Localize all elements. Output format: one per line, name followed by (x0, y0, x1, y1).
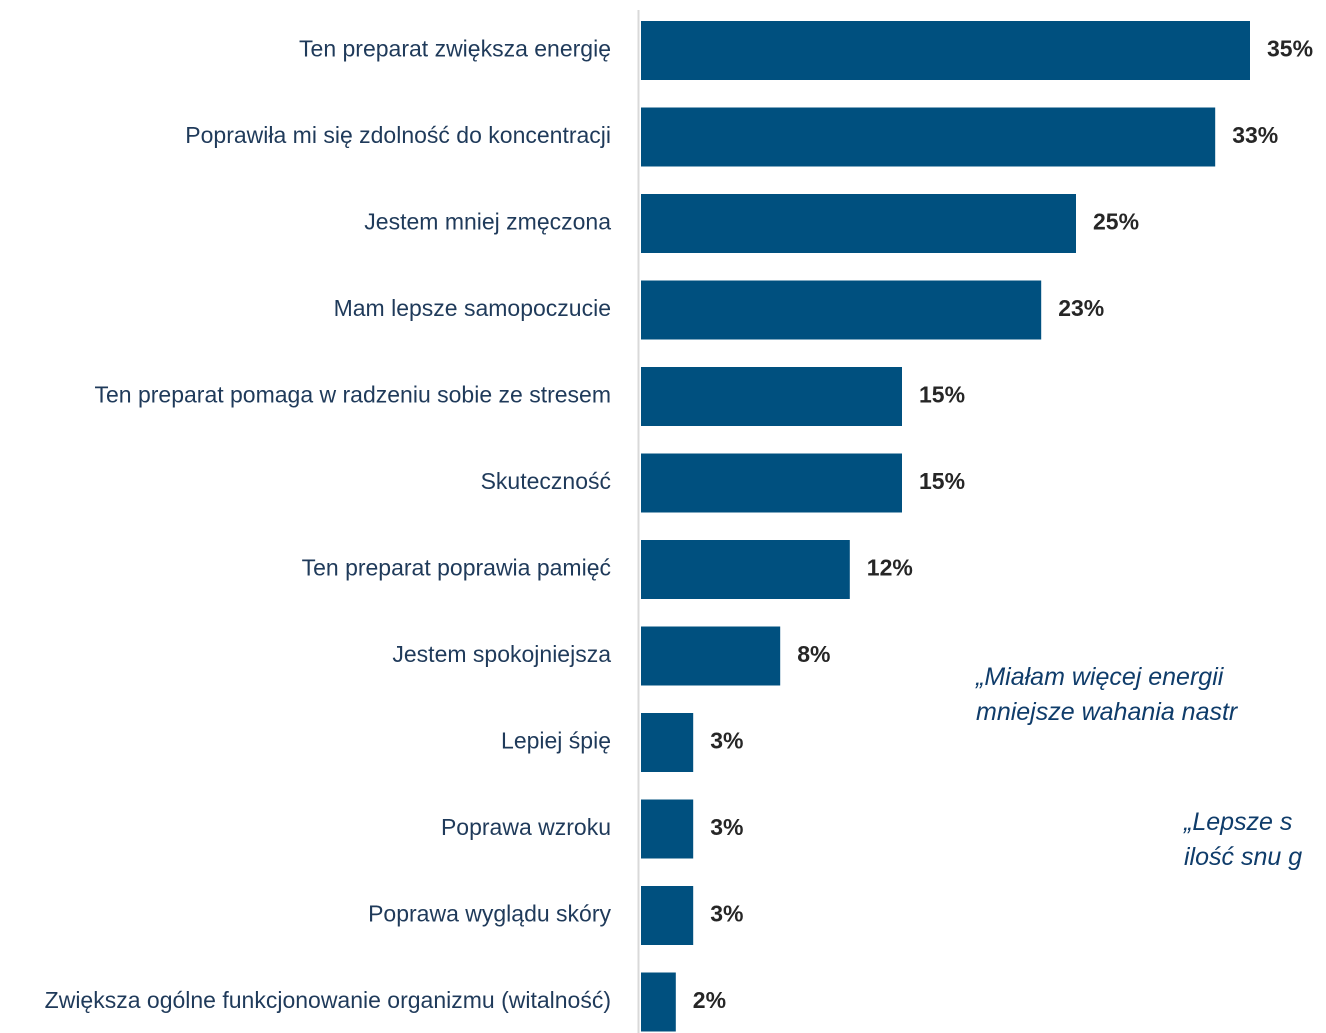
value-label: 12% (867, 555, 913, 581)
category-label: Zwiększa ogólne funkcjonowanie organizmu… (45, 987, 611, 1013)
bar (641, 453, 902, 513)
bar (641, 886, 694, 945)
category-label: Poprawa wyglądu skóry (368, 901, 611, 927)
quote-1-line-2: mniejsze wahania nastr (976, 698, 1238, 726)
category-label: Ten preparat zwiększa energię (299, 36, 611, 62)
value-label: 3% (710, 814, 743, 840)
bar (641, 21, 1250, 80)
value-label: 15% (919, 468, 965, 494)
bar (641, 972, 676, 1032)
bar (641, 280, 1042, 340)
bar (641, 626, 781, 686)
bar (641, 107, 1216, 167)
category-label: Poprawiła mi się zdolność do koncentracj… (185, 122, 611, 148)
quote-2-line-2: ilość snu g (1184, 843, 1303, 871)
category-label: Ten preparat pomaga w radzeniu sobie ze … (94, 382, 611, 408)
quote-2: „Lepsze s ilość snu g (1184, 805, 1302, 875)
value-label: 8% (797, 641, 830, 667)
value-label: 35% (1267, 36, 1313, 62)
bar (641, 799, 694, 859)
category-label: Jestem spokojniejsza (392, 641, 611, 667)
bar (641, 194, 1076, 253)
category-label: Ten preparat poprawia pamięć (302, 555, 611, 581)
category-label: Skuteczność (481, 468, 611, 494)
value-label: 3% (710, 728, 743, 754)
value-label: 25% (1093, 209, 1139, 235)
value-label: 15% (919, 382, 965, 408)
bar (641, 540, 850, 599)
category-label: Poprawa wzroku (441, 814, 611, 840)
quote-1: „Miałam więcej energii mniejsze wahania … (976, 660, 1237, 730)
bar (641, 367, 902, 426)
value-label: 2% (693, 987, 726, 1013)
value-label: 3% (710, 901, 743, 927)
value-label: 33% (1232, 122, 1278, 148)
value-label: 23% (1058, 295, 1104, 321)
quote-1-line-1: „Miałam więcej energii (976, 663, 1224, 691)
category-label: Mam lepsze samopoczucie (334, 295, 611, 321)
category-label: Lepiej śpię (501, 728, 611, 754)
bar (641, 713, 694, 772)
category-label: Jestem mniej zmęczona (364, 209, 611, 235)
quote-2-line-1: „Lepsze s (1184, 808, 1293, 836)
